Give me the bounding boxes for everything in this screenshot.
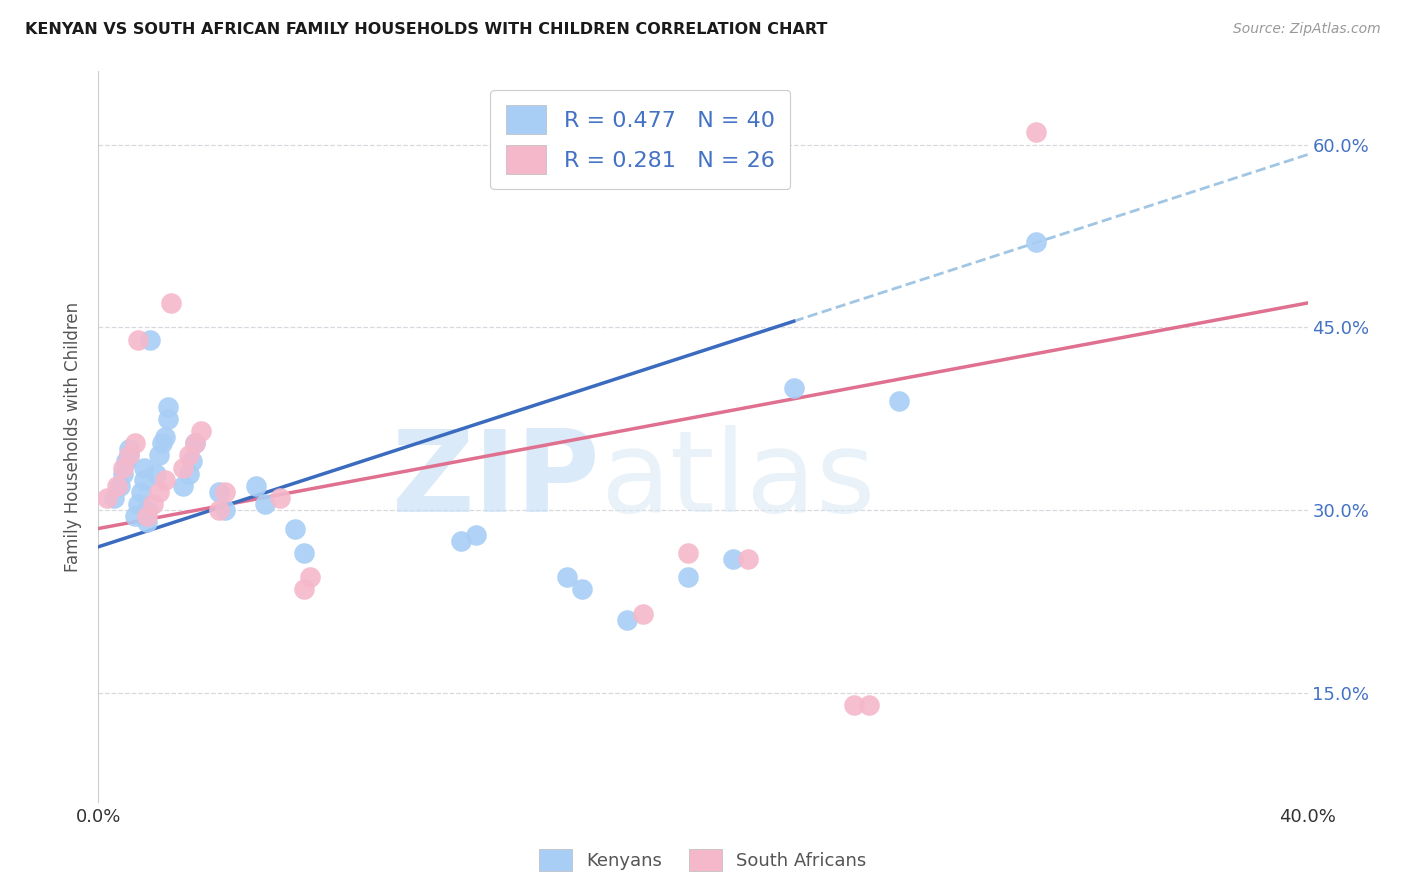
Point	[111, 467, 134, 481]
Point	[118, 449, 141, 463]
Text: KENYAN VS SOUTH AFRICAN FAMILY HOUSEHOLDS WITH CHILDREN CORRELATION CHART: KENYAN VS SOUTH AFRICAN FAMILY HOUSEHOLD…	[25, 22, 828, 37]
Point	[148, 485, 170, 500]
Point	[184, 436, 207, 450]
Point	[616, 613, 638, 627]
Point	[465, 527, 488, 541]
Point	[160, 296, 183, 310]
Point	[181, 454, 204, 468]
Point	[631, 607, 654, 621]
Point	[96, 491, 118, 505]
Point	[858, 698, 880, 713]
Point	[135, 503, 157, 517]
Point	[124, 436, 146, 450]
Point	[156, 400, 179, 414]
Point	[723, 552, 745, 566]
Text: ZIP: ZIP	[392, 425, 600, 536]
Point	[214, 485, 236, 500]
Legend: Kenyans, South Africans: Kenyans, South Africans	[533, 842, 873, 879]
Point	[555, 570, 578, 584]
Point	[111, 460, 134, 475]
Point	[127, 333, 149, 347]
Point	[124, 509, 146, 524]
Point	[245, 479, 267, 493]
Point	[118, 442, 141, 457]
Point	[172, 460, 194, 475]
Point	[135, 509, 157, 524]
Point	[1024, 235, 1046, 249]
Point	[105, 479, 128, 493]
Y-axis label: Family Households with Children: Family Households with Children	[63, 302, 82, 572]
Point	[844, 698, 866, 713]
Point	[103, 491, 125, 505]
Point	[132, 460, 155, 475]
Point	[127, 497, 149, 511]
Point	[142, 497, 165, 511]
Point	[676, 570, 699, 584]
Point	[208, 485, 231, 500]
Point	[156, 412, 179, 426]
Point	[292, 546, 315, 560]
Point	[450, 533, 472, 548]
Point	[145, 467, 167, 481]
Point	[737, 552, 759, 566]
Point	[184, 436, 207, 450]
Point	[253, 497, 276, 511]
Point	[148, 449, 170, 463]
Point	[571, 582, 593, 597]
Point	[108, 479, 131, 493]
Text: Source: ZipAtlas.com: Source: ZipAtlas.com	[1233, 22, 1381, 37]
Point	[676, 546, 699, 560]
Point	[114, 454, 136, 468]
Point	[284, 521, 307, 535]
Point	[214, 503, 236, 517]
Point	[153, 473, 176, 487]
Text: atlas: atlas	[600, 425, 876, 536]
Point	[135, 516, 157, 530]
Point	[292, 582, 315, 597]
Legend: R = 0.477   N = 40, R = 0.281   N = 26: R = 0.477 N = 40, R = 0.281 N = 26	[491, 90, 790, 189]
Point	[129, 485, 152, 500]
Point	[172, 479, 194, 493]
Point	[139, 333, 162, 347]
Point	[269, 491, 291, 505]
Point	[889, 393, 911, 408]
Point	[208, 503, 231, 517]
Point	[299, 570, 322, 584]
Point	[150, 436, 173, 450]
Point	[118, 449, 141, 463]
Point	[132, 473, 155, 487]
Point	[190, 424, 212, 438]
Point	[179, 449, 201, 463]
Point	[153, 430, 176, 444]
Point	[179, 467, 201, 481]
Point	[1024, 125, 1046, 139]
Point	[783, 381, 806, 395]
